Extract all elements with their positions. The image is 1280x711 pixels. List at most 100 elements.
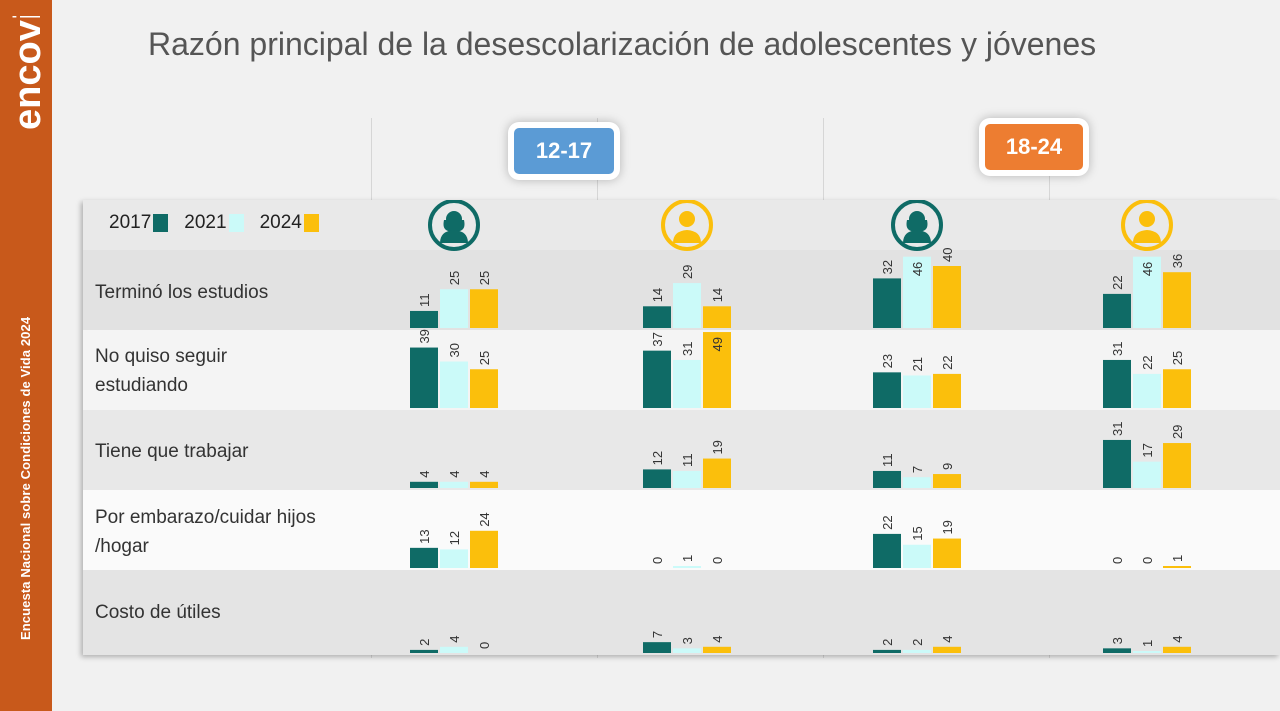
bar-p4-r5-2024 [1163, 646, 1191, 653]
row-label-5: Costo de útiles [95, 598, 221, 627]
value-label-p4-r3-2021: 17 [1140, 443, 1155, 457]
row-label-4-line-2: /hogar [95, 536, 149, 557]
bar-p3-r4-2024 [933, 538, 961, 568]
bar-p3-r3-2021 [903, 477, 931, 488]
value-label-p2-r5-2017: 7 [650, 631, 665, 638]
side-caption: Encuesta Nacional sobre Condiciones de V… [18, 316, 33, 640]
panel-2-male-icon [661, 200, 713, 251]
value-label-p4-r5-2017: 3 [1110, 637, 1125, 644]
bar-p4-r3-2024 [1163, 443, 1191, 488]
value-label-p1-r2-2017: 39 [417, 329, 432, 343]
bar-p3-r2-2024 [933, 373, 961, 408]
bar-p2-r3-2024 [703, 458, 731, 488]
bar-p2-r3-2017 [643, 469, 671, 488]
row-label-1-line-1: Terminó los estudios [95, 282, 269, 303]
legend-item-2021: 2021 [184, 212, 244, 234]
bar-p1-r4-2021 [440, 549, 468, 568]
value-label-p2-r4-2021: 1 [680, 555, 695, 562]
value-label-p4-r2-2024: 25 [1170, 351, 1185, 365]
bar-p2-r2-2024 [703, 332, 731, 408]
value-label-p1-r1-2017: 11 [417, 293, 432, 307]
legend-label-2017: 2017 [109, 212, 152, 233]
value-label-p3-r2-2024: 22 [940, 355, 955, 369]
bar-p1-r2-2021 [440, 361, 468, 408]
bar-p1-r5-2021 [440, 646, 468, 653]
legend-swatch-2017 [153, 214, 169, 232]
value-label-p3-r5-2017: 2 [880, 639, 895, 646]
value-label-p3-r3-2024: 9 [940, 463, 955, 470]
value-label-p1-r3-2021: 4 [447, 471, 462, 478]
bar-p1-r4-2017 [410, 547, 438, 568]
row-bg-4 [83, 490, 1280, 570]
encovi-logo: encovi [7, 16, 48, 130]
value-label-p4-r1-2021: 46 [1140, 262, 1155, 276]
page-title: Razón principal de la desescolarización … [148, 26, 1097, 62]
bar-p1-r1-2024 [470, 289, 498, 328]
value-label-p2-r1-2017: 14 [650, 288, 665, 302]
panel-1-female-icon [428, 200, 480, 251]
value-label-p2-r4-2017: 0 [650, 557, 665, 564]
legend-label-2021: 2021 [184, 212, 227, 233]
bar-p1-r3-2024 [470, 481, 498, 488]
value-label-p2-r3-2017: 12 [650, 451, 665, 465]
row-label-1: Terminó los estudios [95, 278, 268, 307]
bar-p1-r3-2021 [440, 481, 468, 488]
value-label-p4-r1-2017: 22 [1110, 275, 1125, 289]
value-label-p3-r5-2021: 2 [910, 639, 925, 646]
value-label-p1-r4-2021: 12 [447, 531, 462, 545]
bar-p3-r1-2017 [873, 278, 901, 328]
value-label-p3-r3-2021: 7 [910, 466, 925, 473]
value-label-p4-r2-2021: 22 [1140, 355, 1155, 369]
bar-p4-r2-2021 [1133, 373, 1161, 408]
bar-p4-r5-2021 [1133, 651, 1161, 653]
bar-p4-r3-2021 [1133, 461, 1161, 488]
value-label-p2-r5-2024: 4 [710, 636, 725, 643]
brand-text: encovi [7, 16, 48, 130]
panel-4-male-icon [1121, 200, 1173, 251]
bar-p4-r1-2017 [1103, 293, 1131, 328]
value-label-p4-r5-2021: 1 [1140, 640, 1155, 647]
bar-p4-r1-2021 [1133, 256, 1161, 328]
value-label-p3-r1-2017: 32 [880, 260, 895, 274]
row-bg-5 [83, 570, 1280, 655]
value-label-p2-r2-2017: 37 [650, 332, 665, 346]
bar-p2-r4-2021 [673, 566, 701, 568]
value-label-p4-r1-2024: 36 [1170, 254, 1185, 268]
value-label-p3-r2-2017: 23 [880, 354, 895, 368]
bar-p1-r3-2017 [410, 481, 438, 488]
value-label-p4-r3-2024: 29 [1170, 425, 1185, 439]
bar-p4-r1-2024 [1163, 272, 1191, 328]
bar-p4-r5-2017 [1103, 648, 1131, 653]
value-label-p1-r1-2021: 25 [447, 271, 462, 285]
age-badge-12-17-label: 12-17 [535, 138, 593, 163]
bar-p3-r4-2017 [873, 533, 901, 568]
value-label-p4-r4-2017: 0 [1110, 557, 1125, 564]
bar-p2-r1-2021 [673, 283, 701, 328]
value-label-p3-r4-2017: 22 [880, 515, 895, 529]
sidebar: encovi Encuesta Nacional sobre Condicion… [0, 0, 52, 711]
bar-p2-r2-2017 [643, 350, 671, 408]
bar-p2-r5-2024 [703, 646, 731, 653]
bar-p4-r3-2017 [1103, 439, 1131, 488]
row-label-2: No quiso seguir estudiando [95, 342, 227, 400]
bar-p2-r1-2017 [643, 306, 671, 328]
value-label-p1-r3-2024: 4 [477, 471, 492, 478]
value-label-p4-r2-2017: 31 [1110, 341, 1125, 355]
value-label-p2-r3-2024: 19 [710, 440, 725, 454]
value-label-p1-r1-2024: 25 [477, 271, 492, 285]
bar-p2-r5-2017 [643, 642, 671, 653]
bar-p3-r5-2024 [933, 646, 961, 653]
bar-p2-r1-2024 [703, 306, 731, 328]
value-label-p1-r5-2021: 4 [447, 636, 462, 643]
bar-p3-r3-2024 [933, 474, 961, 488]
value-label-p3-r4-2021: 15 [910, 526, 925, 540]
value-label-p1-r3-2017: 4 [417, 471, 432, 478]
bar-p3-r2-2021 [903, 375, 931, 408]
value-label-p2-r3-2021: 11 [680, 453, 695, 467]
panel-3-female-icon [891, 200, 943, 251]
value-label-p1-r4-2024: 24 [477, 512, 492, 526]
value-label-p2-r4-2024: 0 [710, 557, 725, 564]
value-label-p3-r2-2021: 21 [910, 357, 925, 371]
value-label-p4-r3-2017: 31 [1110, 421, 1125, 435]
legend-item-2017: 2017 [109, 212, 169, 234]
